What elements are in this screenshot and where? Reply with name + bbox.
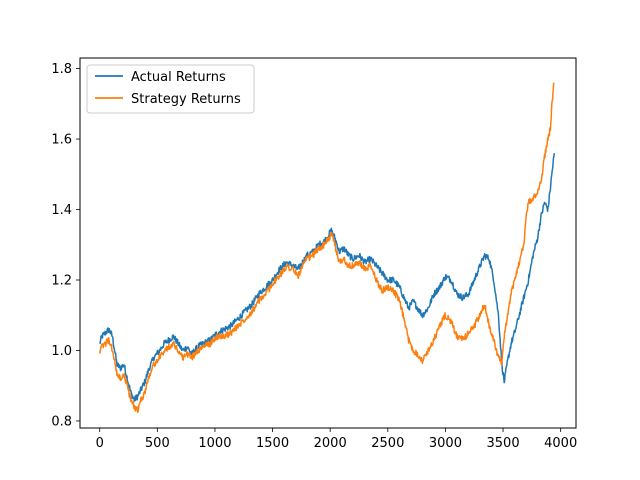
- y-tick-label: 1.4: [51, 203, 72, 218]
- x-tick-label: 0: [96, 436, 104, 451]
- legend-label-strategy-returns: Strategy Returns: [131, 92, 241, 107]
- y-axis: 0.8 1.0 1.2 1.4 1.6 1.8: [51, 62, 80, 429]
- x-tick-label: 3000: [429, 436, 462, 451]
- series-line-strategy-returns: [98, 82, 555, 414]
- y-tick-label: 1.0: [51, 344, 72, 359]
- plot-lines: [98, 82, 556, 414]
- x-tick-label: 2500: [371, 436, 404, 451]
- y-tick-label: 0.8: [51, 414, 72, 429]
- legend: Actual Returns Strategy Returns: [86, 64, 255, 114]
- x-tick-label: 2000: [314, 436, 347, 451]
- x-tick-label: 500: [145, 436, 170, 451]
- legend-box: [86, 64, 255, 114]
- x-tick-label: 1500: [256, 436, 289, 451]
- x-axis: 0 500 1000 1500 2000 2500 3000 3500 4000: [96, 428, 577, 451]
- y-tick-label: 1.6: [51, 133, 72, 148]
- x-tick-label: 4000: [544, 436, 577, 451]
- y-tick-label: 1.8: [51, 62, 72, 77]
- legend-label-actual-returns: Actual Returns: [131, 70, 226, 85]
- y-tick-label: 1.2: [51, 274, 72, 289]
- x-tick-label: 1000: [198, 436, 231, 451]
- x-tick-label: 3500: [487, 436, 520, 451]
- plot-frame: [79, 57, 577, 429]
